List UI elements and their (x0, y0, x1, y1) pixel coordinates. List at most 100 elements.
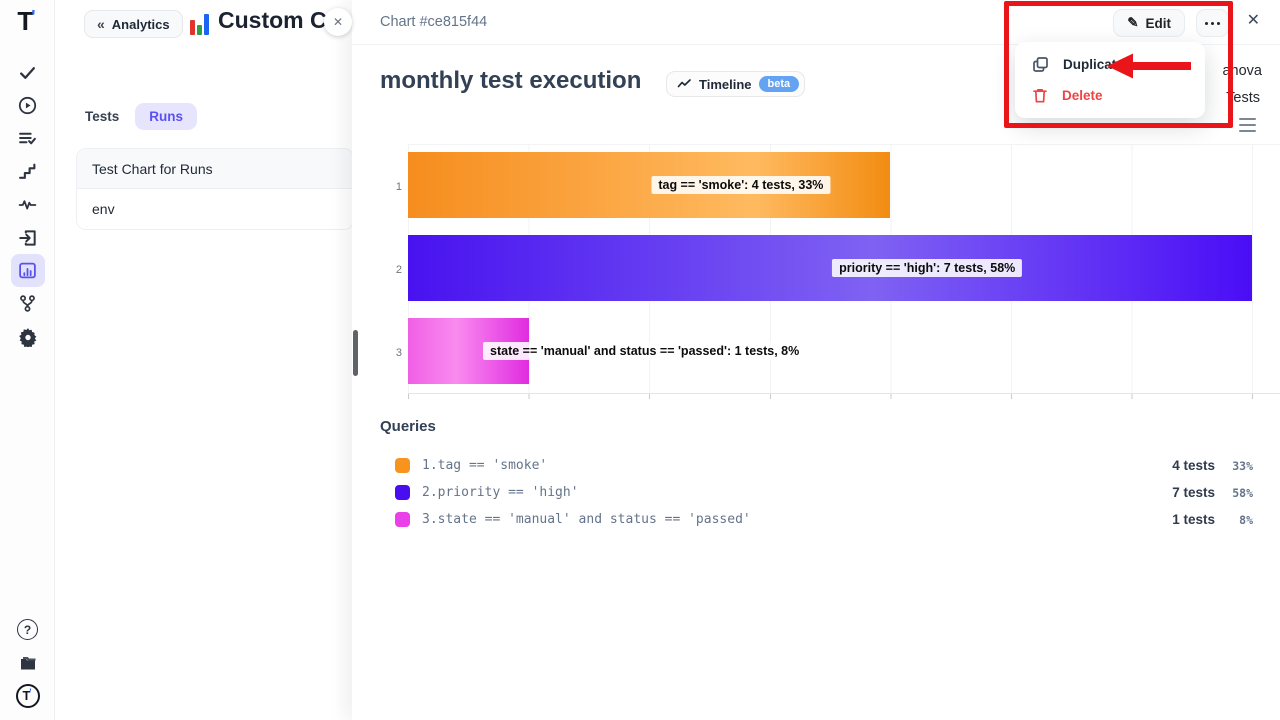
double-chevron-left-icon: « (97, 16, 105, 32)
sidebar-item-milestones[interactable] (11, 155, 45, 188)
list-check-icon (19, 132, 36, 145)
timeline-label: Timeline (699, 76, 752, 92)
clipped-author-text: anova (1222, 63, 1262, 79)
queries-heading: Queries (380, 418, 436, 435)
drawer-header: Chart #ce815f44 (352, 0, 1280, 45)
bar-manual-passed[interactable]: state == 'manual' and status == 'passed'… (408, 318, 807, 384)
sidebar-item-tests[interactable] (11, 56, 45, 89)
category-label: 2 (395, 263, 402, 276)
query-text: tag == 'smoke' (437, 458, 548, 473)
bar-priority-high[interactable]: priority == 'high': 7 tests, 58% (408, 235, 1253, 301)
branch-icon (20, 295, 35, 312)
panel-close-button[interactable]: ✕ (324, 8, 352, 36)
list-item-env[interactable]: env (77, 189, 353, 229)
pulse-icon (18, 200, 37, 210)
scrollbar-thumb[interactable] (353, 330, 358, 376)
beta-badge: beta (758, 76, 800, 92)
query-row: 1.tag == 'smoke' 4 tests 33% (395, 452, 1253, 479)
t-logo-circle-icon: T ' (15, 683, 40, 708)
drawer-title: Chart #ce815f44 (380, 14, 488, 30)
sidebar-item-settings[interactable] (11, 320, 45, 353)
bar-row-3: 3 state == 'manual' and status == 'passe… (396, 311, 1280, 394)
category-label: 1 (395, 180, 402, 193)
sidebar-item-import[interactable] (11, 221, 45, 254)
bar-chart-icon (19, 262, 36, 279)
menu-item-label: Duplicate (1063, 57, 1124, 72)
query-percent: 58% (1232, 485, 1253, 500)
steps-icon (19, 163, 36, 179)
query-row: 2.priority == 'high' 7 tests 58% (395, 479, 1253, 506)
query-percent: 8% (1239, 512, 1253, 527)
copy-icon (1033, 57, 1048, 72)
tab-runs[interactable]: Runs (135, 103, 198, 130)
query-tests-count: 7 tests (1172, 485, 1215, 500)
more-options-button[interactable] (1196, 9, 1229, 37)
play-circle-icon (18, 96, 37, 115)
sidebar-item-plans[interactable] (11, 122, 45, 155)
drawer-close-button[interactable]: ✕ (1247, 13, 1260, 29)
query-row: 3.state == 'manual' and status == 'passe… (395, 506, 1253, 533)
query-tests-count: 1 tests (1172, 512, 1215, 527)
list-item-test-chart-for-runs[interactable]: Test Chart for Runs (77, 149, 353, 189)
context-menu: Duplicate Delete (1015, 42, 1205, 118)
query-tests-count: 4 tests (1172, 458, 1215, 473)
sidebar-item-activity[interactable] (11, 188, 45, 221)
folder-icon (20, 656, 35, 669)
charts-panel: « Analytics Custom C ✕ Tests Runs Test C… (55, 0, 355, 720)
query-color-swatch (395, 458, 410, 473)
ellipsis-icon (1205, 21, 1208, 25)
close-icon: ✕ (1246, 12, 1260, 29)
sidebar-item-help[interactable]: ? (11, 613, 45, 646)
edit-button[interactable]: ✎ Edit (1113, 9, 1185, 37)
bar-smoke[interactable]: tag == 'smoke': 4 tests, 33% (408, 152, 891, 218)
bar-label: state == 'manual' and status == 'passed'… (483, 342, 807, 360)
trash-icon (1033, 88, 1047, 103)
timeline-line-icon (677, 79, 691, 88)
query-index: 2. (422, 485, 438, 500)
bar-row-1: 1 tag == 'smoke': 4 tests, 33% (396, 145, 1280, 228)
gear-icon (18, 327, 36, 347)
back-to-analytics-button[interactable]: « Analytics (84, 10, 183, 38)
tab-tests[interactable]: Tests (85, 109, 120, 124)
menu-item-delete[interactable]: Delete (1015, 80, 1205, 111)
query-percent: 33% (1232, 458, 1253, 473)
sidebar-item-docs[interactable] (11, 646, 45, 679)
colored-bar-chart-icon (190, 11, 212, 35)
queries-list: 1.tag == 'smoke' 4 tests 33% 2.priority … (395, 452, 1253, 533)
timeline-toggle-button[interactable]: Timeline beta (666, 71, 806, 97)
bar-label: priority == 'high': 7 tests, 58% (832, 259, 1023, 277)
query-index: 3. (422, 512, 438, 527)
query-index: 1. (422, 458, 438, 473)
check-icon (20, 67, 35, 79)
sidebar-item-analytics[interactable] (10, 254, 45, 287)
back-button-label: Analytics (111, 16, 170, 32)
logo-tick: ' (31, 7, 36, 27)
menu-item-label: Delete (1062, 88, 1103, 103)
bar-label: tag == 'smoke': 4 tests, 33% (651, 176, 831, 194)
app-sidebar: T' ? (0, 0, 55, 720)
category-label: 3 (395, 346, 402, 359)
import-box-icon (18, 229, 36, 246)
query-color-swatch (395, 485, 410, 500)
bar-row-2: 2 priority == 'high': 7 tests, 58% (396, 228, 1280, 311)
query-text: state == 'manual' and status == 'passed' (437, 512, 751, 527)
chart-list: Test Chart for Runs env (76, 148, 354, 230)
sidebar-item-account[interactable]: T ' (11, 679, 45, 712)
clipped-tests-text: Tests (1226, 90, 1260, 106)
question-circle-icon: ? (17, 619, 38, 640)
sidebar-item-runs[interactable] (11, 89, 45, 122)
edit-button-label: Edit (1145, 15, 1172, 31)
menu-item-duplicate[interactable]: Duplicate (1015, 49, 1205, 80)
query-text: priority == 'high' (437, 485, 579, 500)
query-color-swatch (395, 512, 410, 527)
chart-menu-icon[interactable] (1239, 118, 1256, 132)
sidebar-item-branches[interactable] (11, 287, 45, 320)
chart-drawer: Chart #ce815f44 ✕ ✎ Edit anova Tests mon… (352, 0, 1280, 720)
app-logo[interactable]: T' (17, 6, 36, 36)
chart-title: monthly test execution (380, 67, 642, 94)
panel-title: Custom C (218, 7, 327, 33)
x-axis-ticks (408, 393, 1280, 399)
close-icon: ✕ (332, 15, 344, 29)
pencil-icon: ✎ (1127, 15, 1139, 30)
bar-chart-plot: 1 tag == 'smoke': 4 tests, 33% 2 priorit… (396, 144, 1280, 394)
